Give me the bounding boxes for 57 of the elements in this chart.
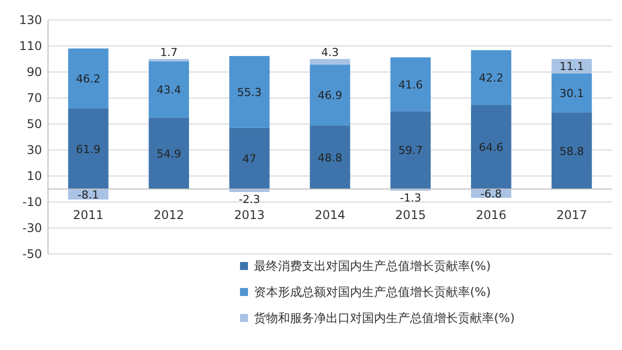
data-label: 11.1 bbox=[559, 60, 584, 74]
data-label: 43.4 bbox=[156, 83, 182, 96]
data-label: -1.3 bbox=[400, 192, 422, 205]
bar bbox=[68, 48, 108, 109]
data-label: 41.6 bbox=[398, 78, 423, 92]
data-label: 46.9 bbox=[318, 89, 342, 102]
y-tick-label: -30 bbox=[22, 221, 42, 235]
data-label: 58.8 bbox=[559, 144, 584, 158]
bar bbox=[68, 108, 108, 189]
bar bbox=[552, 112, 592, 189]
x-tick-label: 2017 bbox=[556, 208, 587, 222]
data-label: 42.2 bbox=[478, 72, 504, 85]
data-label: 30.1 bbox=[559, 86, 584, 100]
bar bbox=[310, 126, 350, 189]
data-label: 1.7 bbox=[160, 46, 178, 59]
y-tick-label: 130 bbox=[19, 13, 42, 27]
data-label: -6.8 bbox=[480, 187, 502, 200]
bar bbox=[310, 64, 350, 126]
x-tick-label: 2012 bbox=[154, 208, 184, 222]
y-tick-label: 10 bbox=[26, 169, 42, 183]
y-tick-label: 30 bbox=[26, 143, 42, 157]
data-label: -8.1 bbox=[78, 188, 100, 202]
bar bbox=[148, 118, 189, 189]
y-tick-label: -10 bbox=[22, 195, 42, 209]
bar bbox=[148, 61, 189, 118]
y-tick-label: 70 bbox=[26, 91, 42, 105]
data-label: 59.7 bbox=[398, 144, 423, 158]
data-label: 48.8 bbox=[318, 151, 342, 164]
y-tick-label: 50 bbox=[26, 117, 42, 131]
bar bbox=[552, 73, 592, 113]
x-tick-label: 2016 bbox=[476, 208, 506, 222]
bar bbox=[229, 56, 270, 128]
bar bbox=[310, 59, 350, 65]
bar bbox=[390, 111, 431, 189]
legend-label: 资本形成总额对国内生产总值增长贡献率(%) bbox=[254, 285, 491, 299]
x-tick-label: 2011 bbox=[73, 208, 104, 222]
y-tick-label: -50 bbox=[22, 247, 42, 261]
data-label: 55.3 bbox=[237, 86, 262, 99]
bar bbox=[471, 50, 512, 106]
bar bbox=[229, 128, 270, 189]
bar bbox=[552, 59, 592, 74]
data-label: 54.9 bbox=[156, 147, 182, 160]
data-label: 64.6 bbox=[478, 141, 504, 154]
data-label: 4.3 bbox=[321, 46, 339, 59]
y-tick-label: 90 bbox=[26, 65, 42, 79]
data-label: 47 bbox=[242, 152, 256, 166]
y-tick-label: 110 bbox=[19, 39, 42, 53]
x-tick-label: 2014 bbox=[314, 208, 346, 222]
data-label: -2.3 bbox=[238, 192, 260, 206]
x-tick-label: 2013 bbox=[234, 208, 265, 222]
data-label: 61.9 bbox=[76, 142, 101, 156]
legend-label: 最终消费支出对国内生产总值增长贡献率(%) bbox=[254, 259, 491, 273]
bar bbox=[390, 57, 431, 112]
x-tick-label: 2015 bbox=[395, 208, 426, 222]
legend-label: 货物和服务净出口对国内生产总值增长贡献率(%) bbox=[254, 311, 515, 325]
bar bbox=[471, 105, 512, 189]
data-label: 46.2 bbox=[76, 72, 101, 86]
